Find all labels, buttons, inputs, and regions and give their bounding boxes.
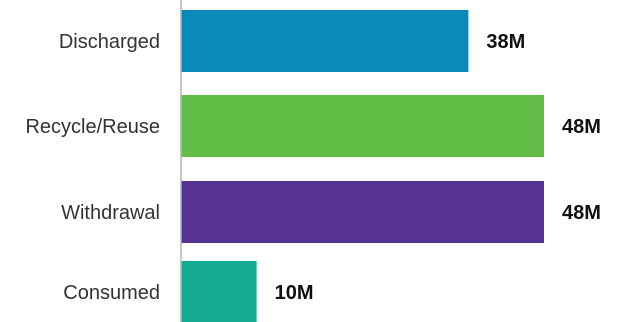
bar-withdrawal — [181, 181, 544, 243]
values-layer: 38M 48M 48M 10M — [275, 31, 601, 304]
bar-discharged — [181, 10, 469, 72]
labels-layer: Discharged Recycle/Reuse Withdrawal Consume… — [25, 31, 160, 304]
category-label: Recycle/Reuse — [25, 116, 160, 138]
value-label: 48M — [562, 116, 601, 138]
value-label: 48M — [562, 202, 601, 224]
bar-consumed — [181, 261, 257, 322]
category-label: Consumed — [63, 282, 160, 304]
category-label: Withdrawal — [61, 202, 160, 224]
value-label: 38M — [486, 31, 525, 53]
bar-recycle-reuse — [181, 95, 544, 157]
value-label: 10M — [275, 282, 314, 304]
bars-layer — [181, 10, 544, 322]
category-label: Discharged — [59, 31, 160, 53]
